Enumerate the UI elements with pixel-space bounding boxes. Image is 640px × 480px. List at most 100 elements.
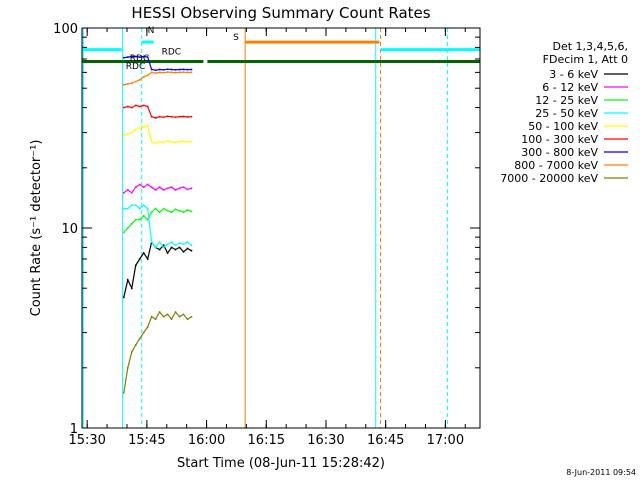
series-1-point-1 bbox=[126, 189, 129, 191]
series-7-point-3 bbox=[134, 80, 137, 83]
series-1-point-2 bbox=[130, 191, 133, 194]
series-0-point-14 bbox=[178, 246, 181, 249]
x-tick-label-4: 16:30 bbox=[307, 433, 344, 448]
series-4-point-12 bbox=[170, 140, 173, 143]
series-1-point-12 bbox=[170, 186, 173, 188]
series-6-point-13 bbox=[174, 69, 177, 71]
series-7-point-12 bbox=[170, 71, 173, 74]
series-7-point-0 bbox=[122, 83, 125, 86]
series-5-point-1 bbox=[126, 105, 129, 108]
series-6-point-11 bbox=[166, 68, 169, 71]
series-8-point-1 bbox=[126, 366, 129, 369]
legend-label-0: 3 - 6 keV bbox=[549, 68, 598, 81]
series-4-point-15 bbox=[182, 140, 185, 143]
legend-label-1: 6 - 12 keV bbox=[542, 81, 598, 94]
series-0-point-11 bbox=[166, 252, 169, 254]
series-4 bbox=[122, 124, 193, 145]
series-3-point-0 bbox=[122, 207, 125, 210]
series-3-point-5 bbox=[142, 204, 145, 207]
annotation-2: RDC bbox=[162, 48, 181, 58]
series-2-point-14 bbox=[178, 209, 181, 212]
series-3-point-17 bbox=[190, 244, 193, 247]
legend-header-line-2: FDecim 1, Att 0 bbox=[543, 53, 628, 66]
series-2-point-8 bbox=[154, 207, 157, 210]
series-5-point-5 bbox=[142, 104, 145, 107]
series-7-point-5 bbox=[142, 76, 145, 78]
series-6-point-15 bbox=[182, 68, 185, 71]
series-8-point-7 bbox=[150, 315, 153, 318]
series-0-point-6 bbox=[146, 258, 149, 260]
series-0-point-17 bbox=[190, 249, 193, 252]
y-tick-label-0: 1 bbox=[70, 422, 78, 437]
series-1-point-3 bbox=[134, 186, 137, 188]
series-group bbox=[122, 55, 193, 394]
series-6-point-0 bbox=[122, 56, 125, 59]
series-1-point-14 bbox=[178, 187, 181, 190]
series-5-point-13 bbox=[174, 116, 177, 119]
timestamp: 8-Jun-2011 09:54 bbox=[566, 468, 636, 477]
series-6-point-5 bbox=[142, 55, 145, 58]
series-2-point-0 bbox=[122, 231, 125, 234]
series-3-point-14 bbox=[178, 242, 181, 244]
series-2 bbox=[122, 207, 193, 234]
series-5-point-6 bbox=[146, 105, 149, 108]
annotation-4: RDC bbox=[126, 62, 145, 72]
series-7-point-7 bbox=[150, 71, 153, 74]
series-5-point-3 bbox=[134, 104, 137, 107]
series-2-point-12 bbox=[170, 211, 173, 213]
series-7-point-13 bbox=[174, 71, 177, 74]
series-7 bbox=[122, 71, 193, 86]
series-1-point-6 bbox=[146, 183, 149, 186]
series-5-point-11 bbox=[166, 115, 169, 118]
legend-label-6: 300 - 800 keV bbox=[521, 146, 598, 159]
series-8-point-8 bbox=[154, 318, 157, 320]
series-8-point-11 bbox=[166, 313, 169, 316]
series-7-point-11 bbox=[166, 71, 169, 73]
series-5-point-7 bbox=[150, 115, 153, 118]
series-3-point-6 bbox=[146, 207, 149, 210]
x-tick-label-3: 16:15 bbox=[248, 433, 285, 448]
chart-title: HESSI Observing Summary Count Rates bbox=[131, 4, 430, 22]
series-4-point-11 bbox=[166, 140, 169, 142]
series-3-point-1 bbox=[126, 207, 129, 210]
flag-bars bbox=[82, 40, 480, 63]
series-3-point-11 bbox=[166, 243, 169, 245]
series-1-point-0 bbox=[122, 191, 125, 194]
annotation-1: N bbox=[148, 26, 155, 36]
x-tick-label-5: 16:45 bbox=[367, 433, 404, 448]
series-5-point-2 bbox=[130, 106, 133, 109]
series-0-point-15 bbox=[182, 251, 185, 253]
series-0-point-12 bbox=[170, 246, 173, 249]
x-tick-label-0: 15:30 bbox=[68, 433, 105, 448]
series-2-point-1 bbox=[126, 227, 129, 229]
series-1-point-4 bbox=[138, 183, 141, 186]
series-7-point-6 bbox=[146, 74, 149, 77]
series-5-point-17 bbox=[190, 115, 193, 118]
series-0 bbox=[122, 240, 193, 299]
series-8-point-17 bbox=[190, 315, 193, 318]
annotation-3: RDC bbox=[130, 54, 149, 64]
legend-label-5: 100 - 300 keV bbox=[521, 133, 598, 146]
series-7-point-1 bbox=[126, 83, 129, 85]
series-4-point-0 bbox=[122, 134, 125, 137]
series-4-point-3 bbox=[134, 128, 137, 131]
series-7-point-4 bbox=[138, 79, 141, 81]
series-0-point-1 bbox=[126, 279, 129, 281]
series-6-point-2 bbox=[130, 55, 133, 58]
series-0-point-3 bbox=[134, 264, 137, 267]
series-1-point-5 bbox=[142, 186, 145, 188]
series-2-point-6 bbox=[146, 218, 149, 221]
series-8-point-5 bbox=[142, 331, 145, 334]
vertical-lines bbox=[82, 28, 448, 428]
series-1-point-8 bbox=[154, 189, 157, 191]
series-8-point-12 bbox=[170, 318, 173, 320]
series-2-point-5 bbox=[142, 215, 145, 217]
series-5-point-16 bbox=[186, 116, 189, 118]
series-0-point-4 bbox=[138, 258, 141, 260]
series-5 bbox=[122, 104, 193, 119]
series-8-point-13 bbox=[174, 311, 177, 313]
series-8-point-0 bbox=[122, 391, 125, 394]
legend-label-3: 25 - 50 keV bbox=[535, 107, 598, 120]
